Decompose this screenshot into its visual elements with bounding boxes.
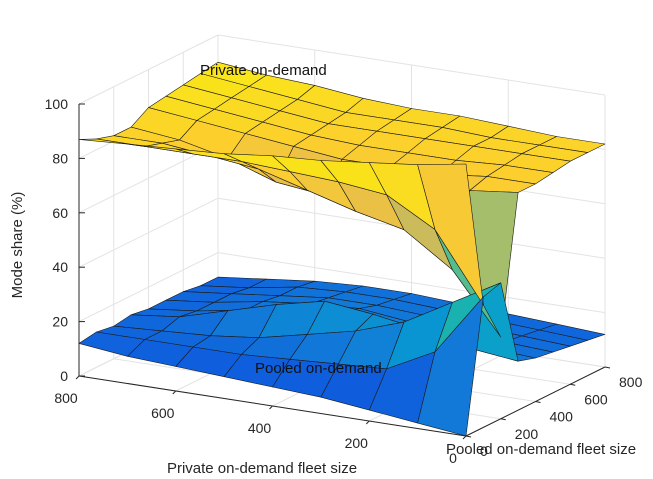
y-tick-label: 400 [550,409,574,425]
y-tick-label: 600 [584,391,608,407]
y-tick-label: 800 [619,374,643,390]
x-tick-mark [269,405,273,410]
z-axis-title: Mode share (%) [9,192,26,299]
z-tick-label: 0 [60,368,68,384]
series-annotation-pooled: Pooled on-demand [255,360,382,377]
x-tick-mark [365,420,370,425]
x-axis-title: Private on-demand fleet size [167,460,357,477]
y-tick-label: 0 [480,443,488,459]
x-tick-mark [75,375,80,380]
x-tick-label: 0 [449,450,457,466]
x-tick-label: 400 [248,420,272,436]
z-tick-label: 80 [52,150,68,166]
tick-labels: 0 20 40 60 80 100 800 600 400 200 0 0 200 400 600 800 [45,96,643,466]
surface-patch-pooled [417,296,484,437]
z-tick-label: 60 [52,205,68,221]
y-tick-mark [500,418,506,421]
y-tick-mark [535,401,541,403]
tick-marks [75,103,611,440]
y-tick-mark [570,383,576,386]
y-tick-mark [604,366,611,369]
x-tick-mark [462,435,467,440]
surface-patches [78,61,606,437]
y-axis-title: Pooled on-demand fleet size [446,441,636,458]
x-tick-label: 800 [54,390,78,406]
z-tick-label: 20 [52,314,68,330]
z-tick-label: 100 [45,96,69,112]
x-tick-label: 200 [345,435,369,451]
series-annotation-private: Private on-demand [200,62,327,79]
x-tick-label: 600 [151,405,175,421]
z-tick-label: 40 [52,259,68,275]
y-tick-mark [465,435,472,438]
x-tick-mark [172,390,177,395]
surface-patch-private [417,163,484,306]
y-tick-label: 200 [515,426,539,442]
